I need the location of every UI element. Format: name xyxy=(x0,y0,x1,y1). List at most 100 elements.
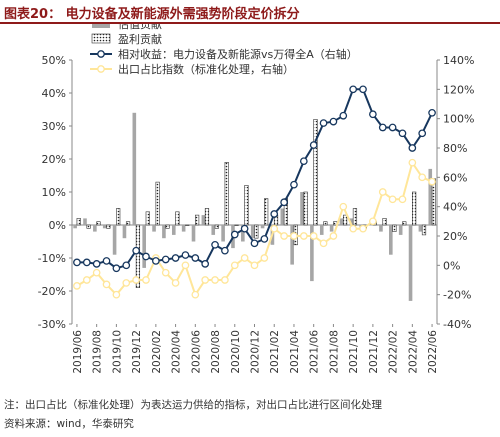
earnings-bar xyxy=(76,218,81,226)
legend-label: 盈利贡献 xyxy=(118,32,162,46)
y-right-tick-label: -20% xyxy=(443,289,471,302)
x-tick-label: 2020/10 xyxy=(230,330,242,374)
earnings-bar xyxy=(86,224,91,229)
earnings-bar xyxy=(116,208,121,226)
x-tick-label: 2020/08 xyxy=(210,330,222,374)
relative-return-point xyxy=(142,252,150,261)
export-index-point xyxy=(378,188,387,196)
relative-return-point xyxy=(152,257,160,265)
earnings-bar xyxy=(204,208,210,226)
valuation-bar xyxy=(250,225,255,239)
x-tick-label: 2020/04 xyxy=(171,330,183,374)
valuation-bar xyxy=(112,225,117,255)
relative-return-point xyxy=(240,224,249,233)
relative-return-point xyxy=(82,258,91,267)
x-tick-label: 2019/10 xyxy=(111,330,123,374)
note-text: 注：出口占比（标准化处理）为表达运力供给的指标，对出口占比进行区间化处理 xyxy=(4,399,382,411)
relative-return-point xyxy=(181,251,190,259)
relative-return-point xyxy=(319,119,328,127)
earnings-bar xyxy=(313,119,318,226)
earnings-bar xyxy=(135,224,141,289)
relative-return-point xyxy=(122,261,131,270)
earnings-bar xyxy=(106,224,111,229)
earnings-bar xyxy=(402,221,407,226)
x-tick-label: 2021/04 xyxy=(289,330,301,374)
export-index-point xyxy=(102,280,111,289)
x-tick-label: 2021/12 xyxy=(368,330,380,374)
earnings-bar xyxy=(234,224,239,226)
earnings-bar xyxy=(145,211,150,226)
export-index-point xyxy=(408,158,417,167)
earnings-bar xyxy=(185,224,190,226)
legend-relative-swatch-marker xyxy=(97,50,105,58)
valuation-bar xyxy=(102,225,107,229)
relative-return-point xyxy=(418,129,427,138)
relative-return-point xyxy=(280,198,288,207)
y-left-tick-label: 50% xyxy=(42,54,66,67)
x-tick-label: 2020/02 xyxy=(151,330,163,374)
x-tick-label: 2019/06 xyxy=(72,330,84,374)
relative-return-point xyxy=(230,230,239,239)
earnings-bar xyxy=(254,224,259,239)
earnings-bar xyxy=(303,191,308,226)
relative-return-point xyxy=(191,254,200,262)
relative-return-point xyxy=(211,240,219,249)
valuation-bar xyxy=(408,225,413,301)
x-tick-label: 2019/12 xyxy=(131,330,143,374)
y-right-tick-label: 40% xyxy=(443,201,467,214)
export-index-point xyxy=(280,232,288,240)
export-index-point xyxy=(418,173,427,182)
export-index-point xyxy=(191,290,200,299)
figure-title-bar: 图表20： 电力设备及新能源外需强势阶段定价拆分 xyxy=(0,0,500,24)
valuation-bar xyxy=(201,215,206,225)
export-index-point xyxy=(221,276,229,284)
relative-return-point xyxy=(92,260,101,268)
earnings-bar xyxy=(175,211,180,226)
earnings-bar xyxy=(342,214,348,226)
earnings-bar xyxy=(224,162,229,226)
earnings-bar xyxy=(244,185,249,226)
relative-return-point xyxy=(112,264,121,273)
export-index-point xyxy=(290,232,298,240)
valuation-bar xyxy=(132,112,137,225)
valuation-bar xyxy=(398,225,403,235)
x-tick-label: 2020/06 xyxy=(190,330,202,374)
export-index-point xyxy=(369,217,377,226)
legend-label: 出口占比指数（标准化处理，右轴） xyxy=(118,62,294,76)
y-right-tick-label: 100% xyxy=(443,113,474,126)
valuation-bar xyxy=(211,225,216,235)
x-tick-label: 2021/10 xyxy=(348,330,360,374)
valuation-bar xyxy=(171,225,176,235)
y-left-tick-label: 40% xyxy=(42,87,66,100)
earnings-bar xyxy=(96,221,101,226)
valuation-bar xyxy=(389,225,393,255)
export-index-point xyxy=(329,232,338,240)
relative-return-point xyxy=(378,123,387,132)
valuation-bar xyxy=(142,225,146,268)
y-left-tick-label: -10% xyxy=(38,252,66,265)
figure-title: 图表20： 电力设备及新能源外需强势阶段定价拆分 xyxy=(4,7,300,22)
y-left-tick-label: 0% xyxy=(49,219,66,232)
relative-return-point xyxy=(339,111,348,120)
y-left-tick-label: 20% xyxy=(42,153,66,166)
y-left-tick-label: 10% xyxy=(42,186,66,199)
relative-return-point xyxy=(309,141,318,149)
export-index-point xyxy=(240,254,249,262)
legend-label: 估值贡献 xyxy=(118,24,162,31)
relative-return-point xyxy=(171,254,180,262)
relative-return-point xyxy=(408,144,417,152)
valuation-bar xyxy=(191,225,196,242)
x-tick-label: 2021/08 xyxy=(328,330,340,374)
relative-return-point xyxy=(290,180,298,189)
relative-return-point xyxy=(388,123,397,132)
relative-return-point xyxy=(349,85,357,94)
relative-return-point xyxy=(73,258,81,267)
valuation-bar xyxy=(329,225,334,232)
relative-return-point xyxy=(132,246,140,255)
relative-return-point xyxy=(260,235,269,243)
relative-return-point xyxy=(329,117,338,126)
chart: 50% 40% 30% 20% 10% 0% -10% -20% -30% 140% 120% 100… xyxy=(38,24,474,374)
y-left-tick-label: -20% xyxy=(38,285,66,298)
x-tick-label: 2022/04 xyxy=(407,330,419,374)
relative-return-point xyxy=(161,255,170,264)
